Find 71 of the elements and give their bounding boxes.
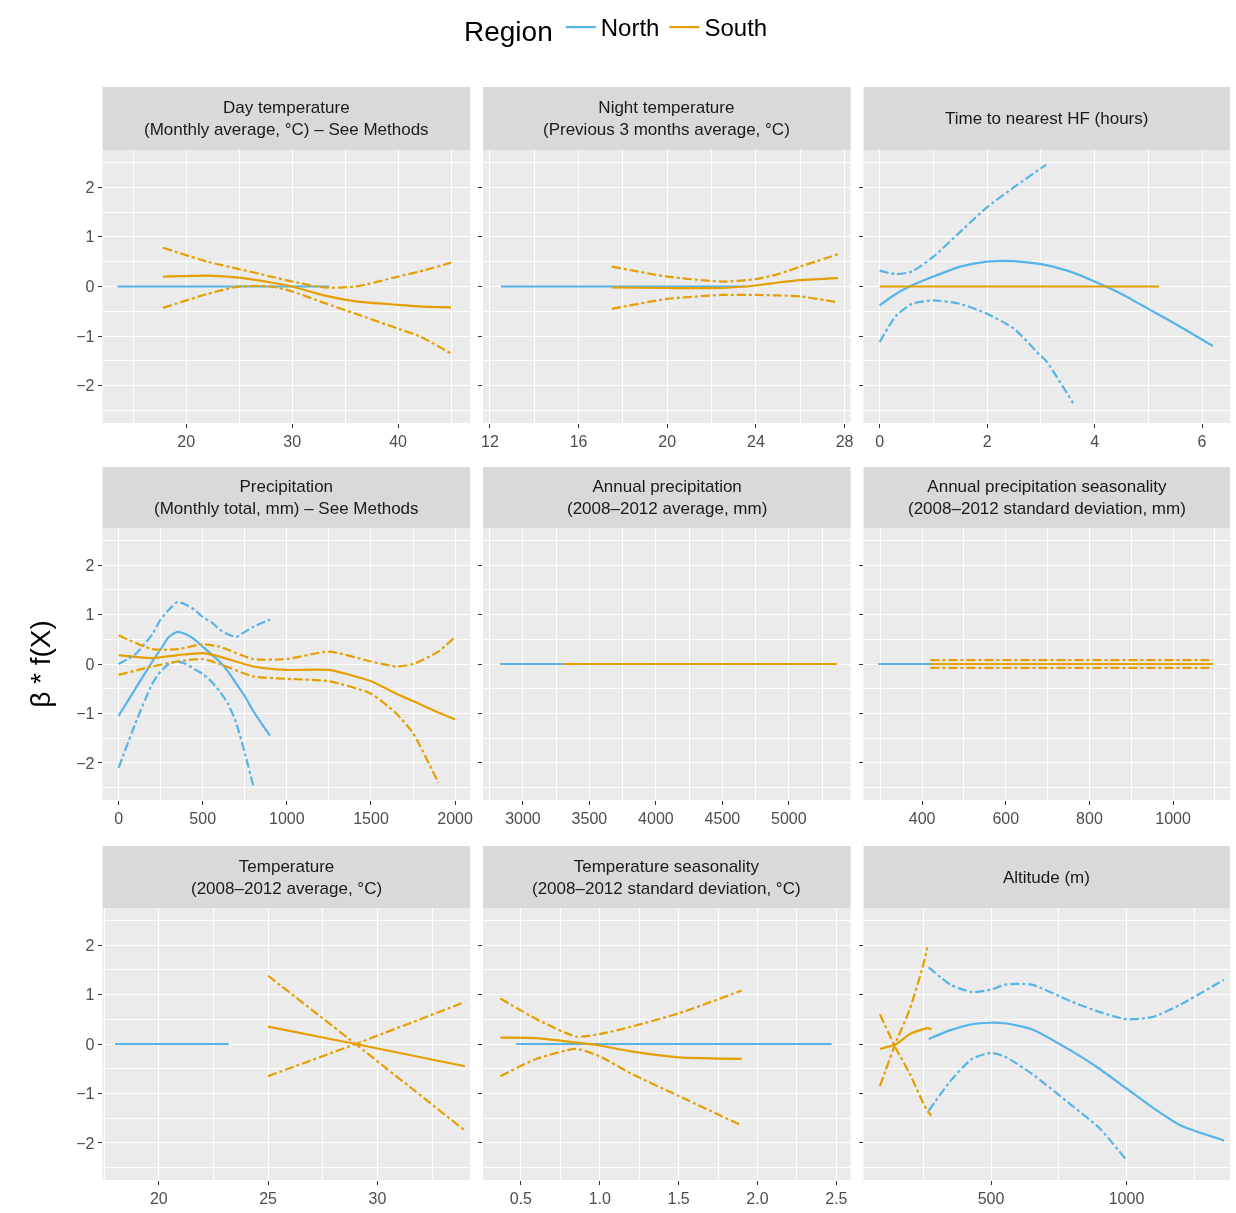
x-tick-label: 12 (481, 433, 499, 451)
x-tick-label: 5000 (771, 810, 807, 828)
x-tick-label: 1000 (269, 810, 305, 828)
x-tick-label: 2.0 (746, 1190, 769, 1208)
x-tick-label: 400 (908, 810, 936, 828)
x-tick-label: 1.5 (667, 1190, 690, 1208)
y-tick-label: 2 (85, 936, 95, 954)
chart-title: Time to nearest HF (hours) (945, 109, 1149, 128)
y-tick-label: −1 (76, 1085, 95, 1103)
y-tick-label: 2 (85, 178, 95, 196)
y-tick-label: 2 (85, 556, 95, 574)
chart-title: Day temperature (Monthly average, °C) – See Methods (144, 98, 429, 140)
line-series (117, 634, 457, 668)
x-tick-label: 25 (259, 1190, 278, 1208)
x-tick-label: 800 (1076, 810, 1103, 828)
x-tick-label: 0 (114, 810, 124, 828)
chart-title: Altitude (m) (1003, 868, 1090, 887)
chart-title: Night temperature (Previous 3 months average, °C) (543, 98, 790, 140)
x-tick-label: 24 (747, 433, 765, 451)
y-axis-title: β * f(X) (24, 620, 56, 708)
legend-label: North (600, 14, 660, 42)
x-tick-label: 2.5 (825, 1190, 848, 1208)
x-tick-label: 4000 (638, 810, 674, 828)
y-tick-label: −2 (76, 377, 95, 395)
x-tick-label: 3000 (505, 810, 541, 828)
y-tick-label: −1 (76, 327, 95, 345)
x-tick-label: 4500 (704, 810, 741, 828)
legend-title: Region (464, 16, 553, 48)
x-tick-label: 1500 (353, 810, 389, 828)
x-tick-label: 1.0 (588, 1190, 611, 1208)
chart-title: Temperature seasonality (2008–2012 standard deviation, °C) (532, 857, 801, 899)
y-tick-label: 0 (85, 1035, 95, 1053)
line-series (117, 652, 457, 721)
y-tick-label: −2 (76, 1134, 95, 1152)
y-tick-label: 0 (85, 655, 95, 673)
legend-label: South (704, 14, 768, 42)
x-tick-label: 4 (1090, 433, 1100, 451)
line-series (117, 630, 272, 737)
x-tick-label: 0 (875, 433, 885, 451)
y-tick-label: 1 (85, 986, 95, 1004)
y-tick-label: 1 (85, 606, 95, 624)
x-tick-label: 20 (177, 433, 196, 451)
y-tick-label: −1 (76, 705, 95, 723)
chart-title: Precipitation (Monthly total, mm) – See Methods (154, 477, 419, 519)
x-tick-label: 28 (835, 433, 854, 451)
line-series (161, 246, 453, 289)
x-tick-label: 20 (149, 1190, 168, 1208)
x-tick-label: 2000 (437, 810, 474, 828)
line-series (117, 657, 440, 784)
x-tick-label: 20 (658, 433, 677, 451)
line-series (117, 660, 255, 787)
x-tick-label: 2 (982, 433, 992, 451)
x-tick-label: 500 (189, 810, 217, 828)
x-tick-label: 0.5 (509, 1190, 533, 1208)
y-tick-label: 1 (85, 228, 95, 246)
chart-title: Temperature (2008–2012 average, °C) (191, 857, 383, 899)
x-tick-label: 30 (283, 433, 302, 451)
x-tick-label: 1000 (1155, 810, 1192, 828)
x-tick-label: 40 (389, 433, 408, 451)
x-tick-label: 30 (368, 1190, 387, 1208)
x-tick-label: 6 (1197, 433, 1207, 451)
y-tick-label: 0 (85, 278, 95, 296)
x-tick-label: 1000 (1108, 1190, 1145, 1208)
line-series (117, 601, 272, 666)
x-tick-label: 3500 (571, 810, 608, 828)
chart-title: Annual precipitation (2008–2012 average, mm) (567, 477, 768, 519)
x-tick-label: 16 (569, 433, 588, 451)
chart-title: Annual precipitation seasonality (2008–2012 standard deviation, mm) (908, 477, 1186, 519)
x-tick-label: 500 (977, 1190, 1005, 1208)
y-tick-label: −2 (76, 754, 95, 772)
x-tick-label: 600 (992, 810, 1020, 828)
